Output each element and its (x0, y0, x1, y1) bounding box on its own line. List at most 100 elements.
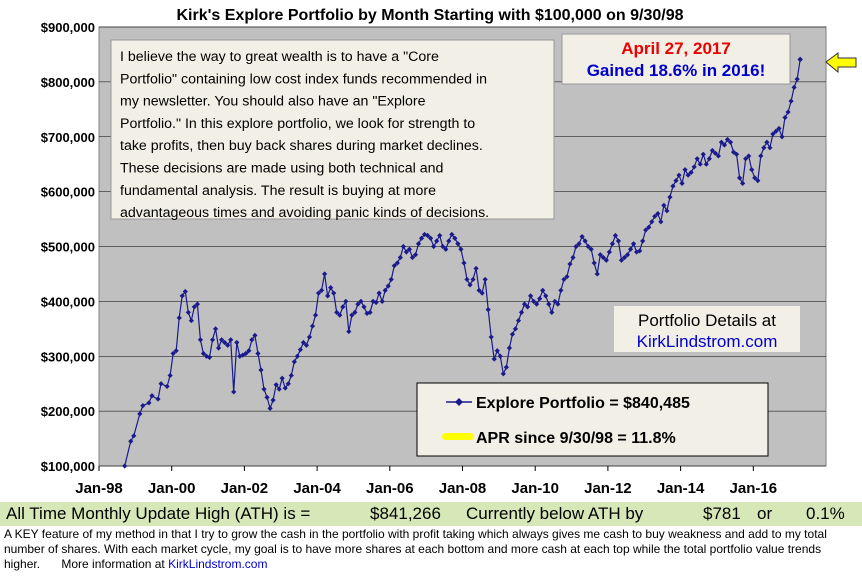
data-point (700, 151, 706, 157)
data-point (176, 315, 182, 321)
y-tick-label: $200,000 (41, 404, 95, 419)
data-point (312, 312, 319, 318)
data-point (730, 149, 737, 155)
data-point (249, 337, 255, 343)
y-tick-label: $300,000 (41, 349, 95, 364)
data-point (437, 232, 443, 239)
data-point (773, 128, 779, 134)
data-point (758, 153, 764, 159)
data-point (630, 241, 637, 247)
data-point (600, 254, 606, 261)
data-point (409, 254, 416, 261)
details-link[interactable]: KirkLindstrom.com (637, 332, 778, 351)
data-point (228, 337, 234, 343)
data-point (318, 287, 325, 293)
data-point (364, 310, 370, 317)
data-point (594, 271, 600, 277)
data-point (737, 175, 743, 181)
data-point (452, 235, 458, 241)
data-point (500, 371, 506, 377)
footnote: A KEY feature of my method in that I try… (4, 527, 860, 572)
data-point (264, 394, 270, 401)
data-point (582, 238, 588, 244)
y-axis-tick-labels: $100,000 $200,000 $300,000 $400,000 $500,000… (41, 20, 95, 474)
data-point (443, 246, 449, 252)
legend-series-marker (446, 398, 472, 406)
footnote-text: A KEY feature of my method in that I try… (4, 527, 827, 571)
data-point (340, 304, 346, 310)
data-point (194, 301, 200, 307)
data-point (776, 125, 782, 132)
legend-series-label: Explore Portfolio = $840,485 (476, 395, 690, 412)
data-point (470, 276, 476, 283)
data-point (212, 326, 219, 332)
x-tick-label: Jan-16 (730, 480, 778, 497)
data-point (473, 265, 479, 272)
arrow-left-icon (825, 52, 857, 74)
data-point (185, 309, 191, 315)
data-point (164, 383, 170, 390)
data-point (785, 109, 791, 115)
x-axis-tick-labels: Jan-98 Jan-00 Jan-02 Jan-04 Jan-06 Jan-08 Jan-… (75, 480, 777, 497)
data-point (303, 342, 310, 348)
data-point (358, 298, 364, 304)
data-point (518, 309, 525, 315)
x-tick-label: Jan-02 (221, 480, 269, 497)
data-point (206, 354, 213, 360)
data-point (676, 172, 682, 178)
data-point (524, 304, 531, 310)
data-point (225, 342, 231, 348)
annotation-line: fundamental analysis. The result is buyi… (120, 183, 436, 199)
data-point (718, 139, 725, 145)
data-point (246, 348, 252, 354)
data-point (449, 231, 455, 238)
data-point (309, 323, 316, 329)
data-point (743, 156, 749, 162)
data-point (412, 252, 419, 258)
data-point (512, 326, 519, 332)
data-point (425, 232, 431, 239)
data-point (767, 145, 773, 151)
data-point (691, 164, 697, 170)
data-point (709, 147, 715, 154)
data-point (761, 145, 767, 151)
data-point (488, 334, 494, 340)
annotation-line: I believe the way to great wealth is to … (120, 49, 439, 65)
data-point (122, 463, 128, 469)
data-point (597, 252, 603, 258)
date-label: April 27, 2017 (621, 39, 731, 58)
data-point (418, 235, 425, 241)
date-gain-box (561, 33, 791, 85)
data-point (749, 167, 755, 173)
x-tick-label: Jan-12 (584, 480, 632, 497)
data-point (724, 136, 731, 143)
annotation-text: I believe the way to great wealth is to … (120, 49, 489, 221)
data-point (506, 345, 512, 351)
data-point (155, 396, 161, 402)
data-point (564, 274, 570, 280)
x-tick-label: Jan-06 (366, 480, 414, 497)
data-point (485, 307, 491, 313)
data-point (376, 290, 382, 296)
footnote-link[interactable]: KirkLindstrom.com (168, 557, 268, 571)
data-point (346, 328, 352, 335)
or-label: or (757, 504, 773, 523)
data-point (797, 57, 803, 63)
data-point (361, 304, 367, 310)
data-point (270, 397, 276, 403)
data-point (715, 153, 722, 159)
data-point (140, 403, 146, 409)
data-point (355, 301, 361, 307)
y-tick-label: $500,000 (41, 240, 95, 255)
series-explore-portfolio (122, 56, 803, 469)
below-value: $781 (703, 504, 741, 523)
data-point (752, 175, 758, 181)
data-point (476, 287, 482, 293)
data-point (455, 241, 461, 247)
data-point (667, 194, 673, 200)
data-point (215, 345, 222, 351)
data-point (612, 232, 619, 239)
data-point (658, 219, 664, 225)
data-point (397, 254, 403, 261)
annotation-line: take profits, then buy back shares durin… (120, 138, 483, 154)
